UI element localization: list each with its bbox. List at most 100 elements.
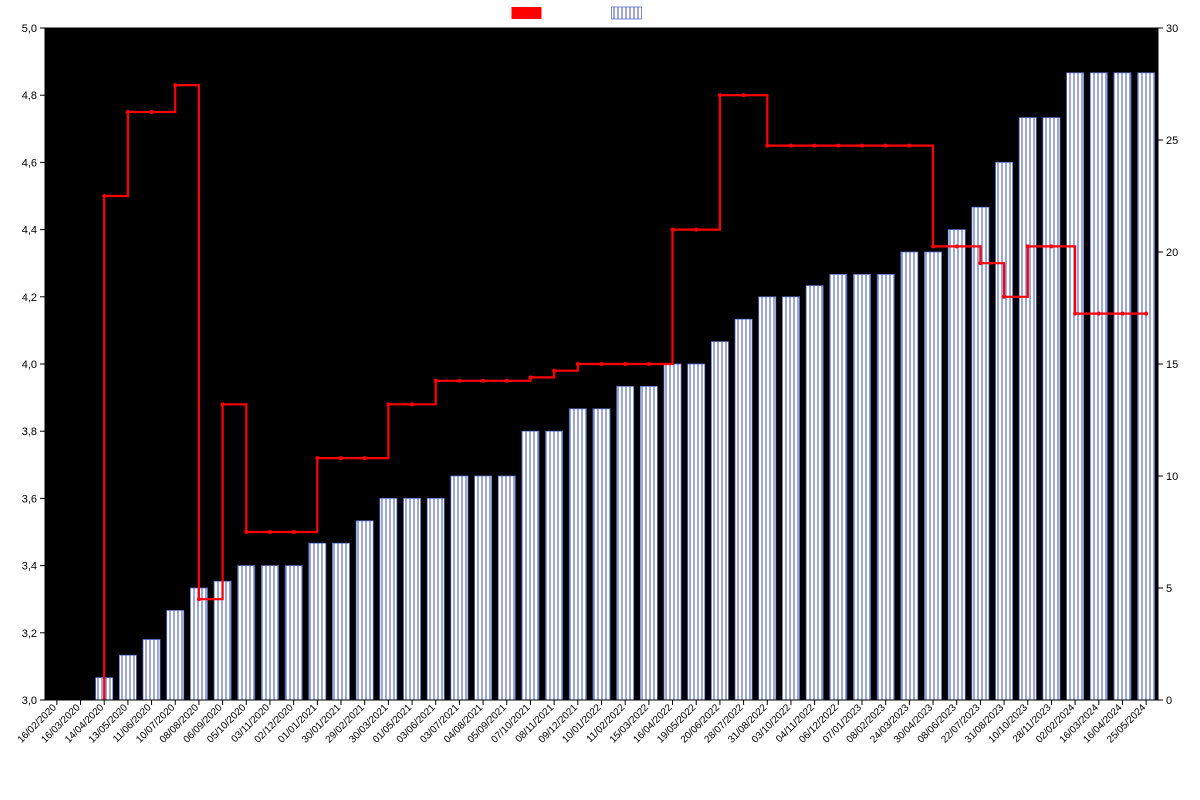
line-marker bbox=[173, 83, 177, 87]
bar bbox=[119, 655, 136, 700]
line-marker bbox=[339, 456, 343, 460]
line-marker bbox=[600, 362, 604, 366]
bar bbox=[238, 566, 255, 700]
line-marker bbox=[884, 144, 888, 148]
line-marker bbox=[742, 93, 746, 97]
bar bbox=[617, 386, 634, 700]
bar bbox=[498, 476, 515, 700]
bar bbox=[285, 566, 302, 700]
bar bbox=[711, 342, 728, 700]
y-axis-left: 3,03,23,43,63,84,04,24,44,64,85,0 bbox=[22, 23, 45, 707]
bar bbox=[664, 364, 681, 700]
line-marker bbox=[386, 402, 390, 406]
y-left-tick-label: 3,4 bbox=[22, 561, 37, 573]
bar bbox=[925, 252, 942, 700]
line-marker bbox=[765, 144, 769, 148]
bar bbox=[332, 543, 349, 700]
y-right-tick-label: 15 bbox=[1166, 359, 1178, 371]
line-marker bbox=[292, 530, 296, 534]
line-marker bbox=[1120, 312, 1124, 316]
line-marker bbox=[244, 530, 248, 534]
y-left-tick-label: 4,8 bbox=[22, 90, 37, 102]
y-right-tick-label: 25 bbox=[1166, 135, 1178, 147]
legend-swatch-bar bbox=[612, 7, 642, 19]
bar bbox=[404, 498, 421, 700]
bar bbox=[782, 297, 799, 700]
line-marker bbox=[528, 375, 532, 379]
y-left-tick-label: 4,2 bbox=[22, 292, 37, 304]
bar bbox=[640, 386, 657, 700]
line-marker bbox=[813, 144, 817, 148]
bar bbox=[522, 431, 539, 700]
line-marker bbox=[1097, 312, 1101, 316]
line-marker bbox=[647, 362, 651, 366]
line-marker bbox=[434, 379, 438, 383]
bar bbox=[759, 297, 776, 700]
bar bbox=[1114, 73, 1131, 700]
bar bbox=[1043, 118, 1060, 700]
bar bbox=[143, 640, 160, 700]
y-left-tick-label: 3,8 bbox=[22, 426, 37, 438]
y-right-tick-label: 0 bbox=[1166, 695, 1172, 707]
bar bbox=[1067, 73, 1084, 700]
line-marker bbox=[457, 379, 461, 383]
bar bbox=[1138, 73, 1155, 700]
line-marker bbox=[718, 93, 722, 97]
bar bbox=[877, 274, 894, 700]
bar bbox=[901, 252, 918, 700]
legend-swatch-line bbox=[512, 7, 542, 19]
line-marker bbox=[150, 110, 154, 114]
line-marker bbox=[931, 244, 935, 248]
line-marker bbox=[197, 597, 201, 601]
line-marker bbox=[1002, 295, 1006, 299]
bar bbox=[806, 286, 823, 700]
line-marker bbox=[1073, 312, 1077, 316]
bar bbox=[1090, 73, 1107, 700]
y-right-tick-label: 5 bbox=[1166, 583, 1172, 595]
bar bbox=[593, 409, 610, 700]
y-left-tick-label: 4,6 bbox=[22, 157, 37, 169]
line-marker bbox=[1144, 312, 1148, 316]
y-left-tick-label: 3,0 bbox=[22, 695, 37, 707]
line-marker bbox=[126, 110, 130, 114]
combo-chart: 3,03,23,43,63,84,04,24,44,64,85,00510152… bbox=[0, 0, 1200, 800]
line-marker bbox=[623, 362, 627, 366]
y-left-tick-label: 4,0 bbox=[22, 359, 37, 371]
line-marker bbox=[505, 379, 509, 383]
bar bbox=[451, 476, 468, 700]
bar bbox=[688, 364, 705, 700]
line-marker bbox=[363, 456, 367, 460]
bar bbox=[569, 409, 586, 700]
line-marker bbox=[552, 369, 556, 373]
line-marker bbox=[102, 194, 106, 198]
bar bbox=[830, 274, 847, 700]
line-marker bbox=[860, 144, 864, 148]
bar bbox=[1019, 118, 1036, 700]
bar bbox=[380, 498, 397, 700]
bar bbox=[546, 431, 563, 700]
y-left-tick-label: 3,6 bbox=[22, 493, 37, 505]
line-marker bbox=[671, 228, 675, 232]
bar bbox=[735, 319, 752, 700]
line-marker bbox=[978, 261, 982, 265]
bar bbox=[475, 476, 492, 700]
bar bbox=[167, 610, 184, 700]
bar bbox=[190, 588, 207, 700]
bar bbox=[948, 230, 965, 700]
line-marker bbox=[1026, 244, 1030, 248]
y-left-tick-label: 3,2 bbox=[22, 628, 37, 640]
y-axis-right: 0 5 10 15 20 25 30 bbox=[1158, 23, 1178, 707]
line-marker bbox=[481, 379, 485, 383]
chart-svg: 3,03,23,43,63,84,04,24,44,64,85,00510152… bbox=[0, 0, 1200, 800]
line-marker bbox=[315, 456, 319, 460]
y-right-tick-label: 30 bbox=[1166, 23, 1178, 35]
line-marker bbox=[576, 362, 580, 366]
bar bbox=[261, 566, 278, 700]
y-left-tick-label: 5,0 bbox=[22, 23, 37, 35]
line-marker bbox=[268, 530, 272, 534]
line-marker bbox=[694, 228, 698, 232]
line-marker bbox=[907, 144, 911, 148]
bar bbox=[996, 162, 1013, 700]
y-right-tick-label: 10 bbox=[1166, 471, 1178, 483]
y-right-tick-label: 20 bbox=[1166, 247, 1178, 259]
